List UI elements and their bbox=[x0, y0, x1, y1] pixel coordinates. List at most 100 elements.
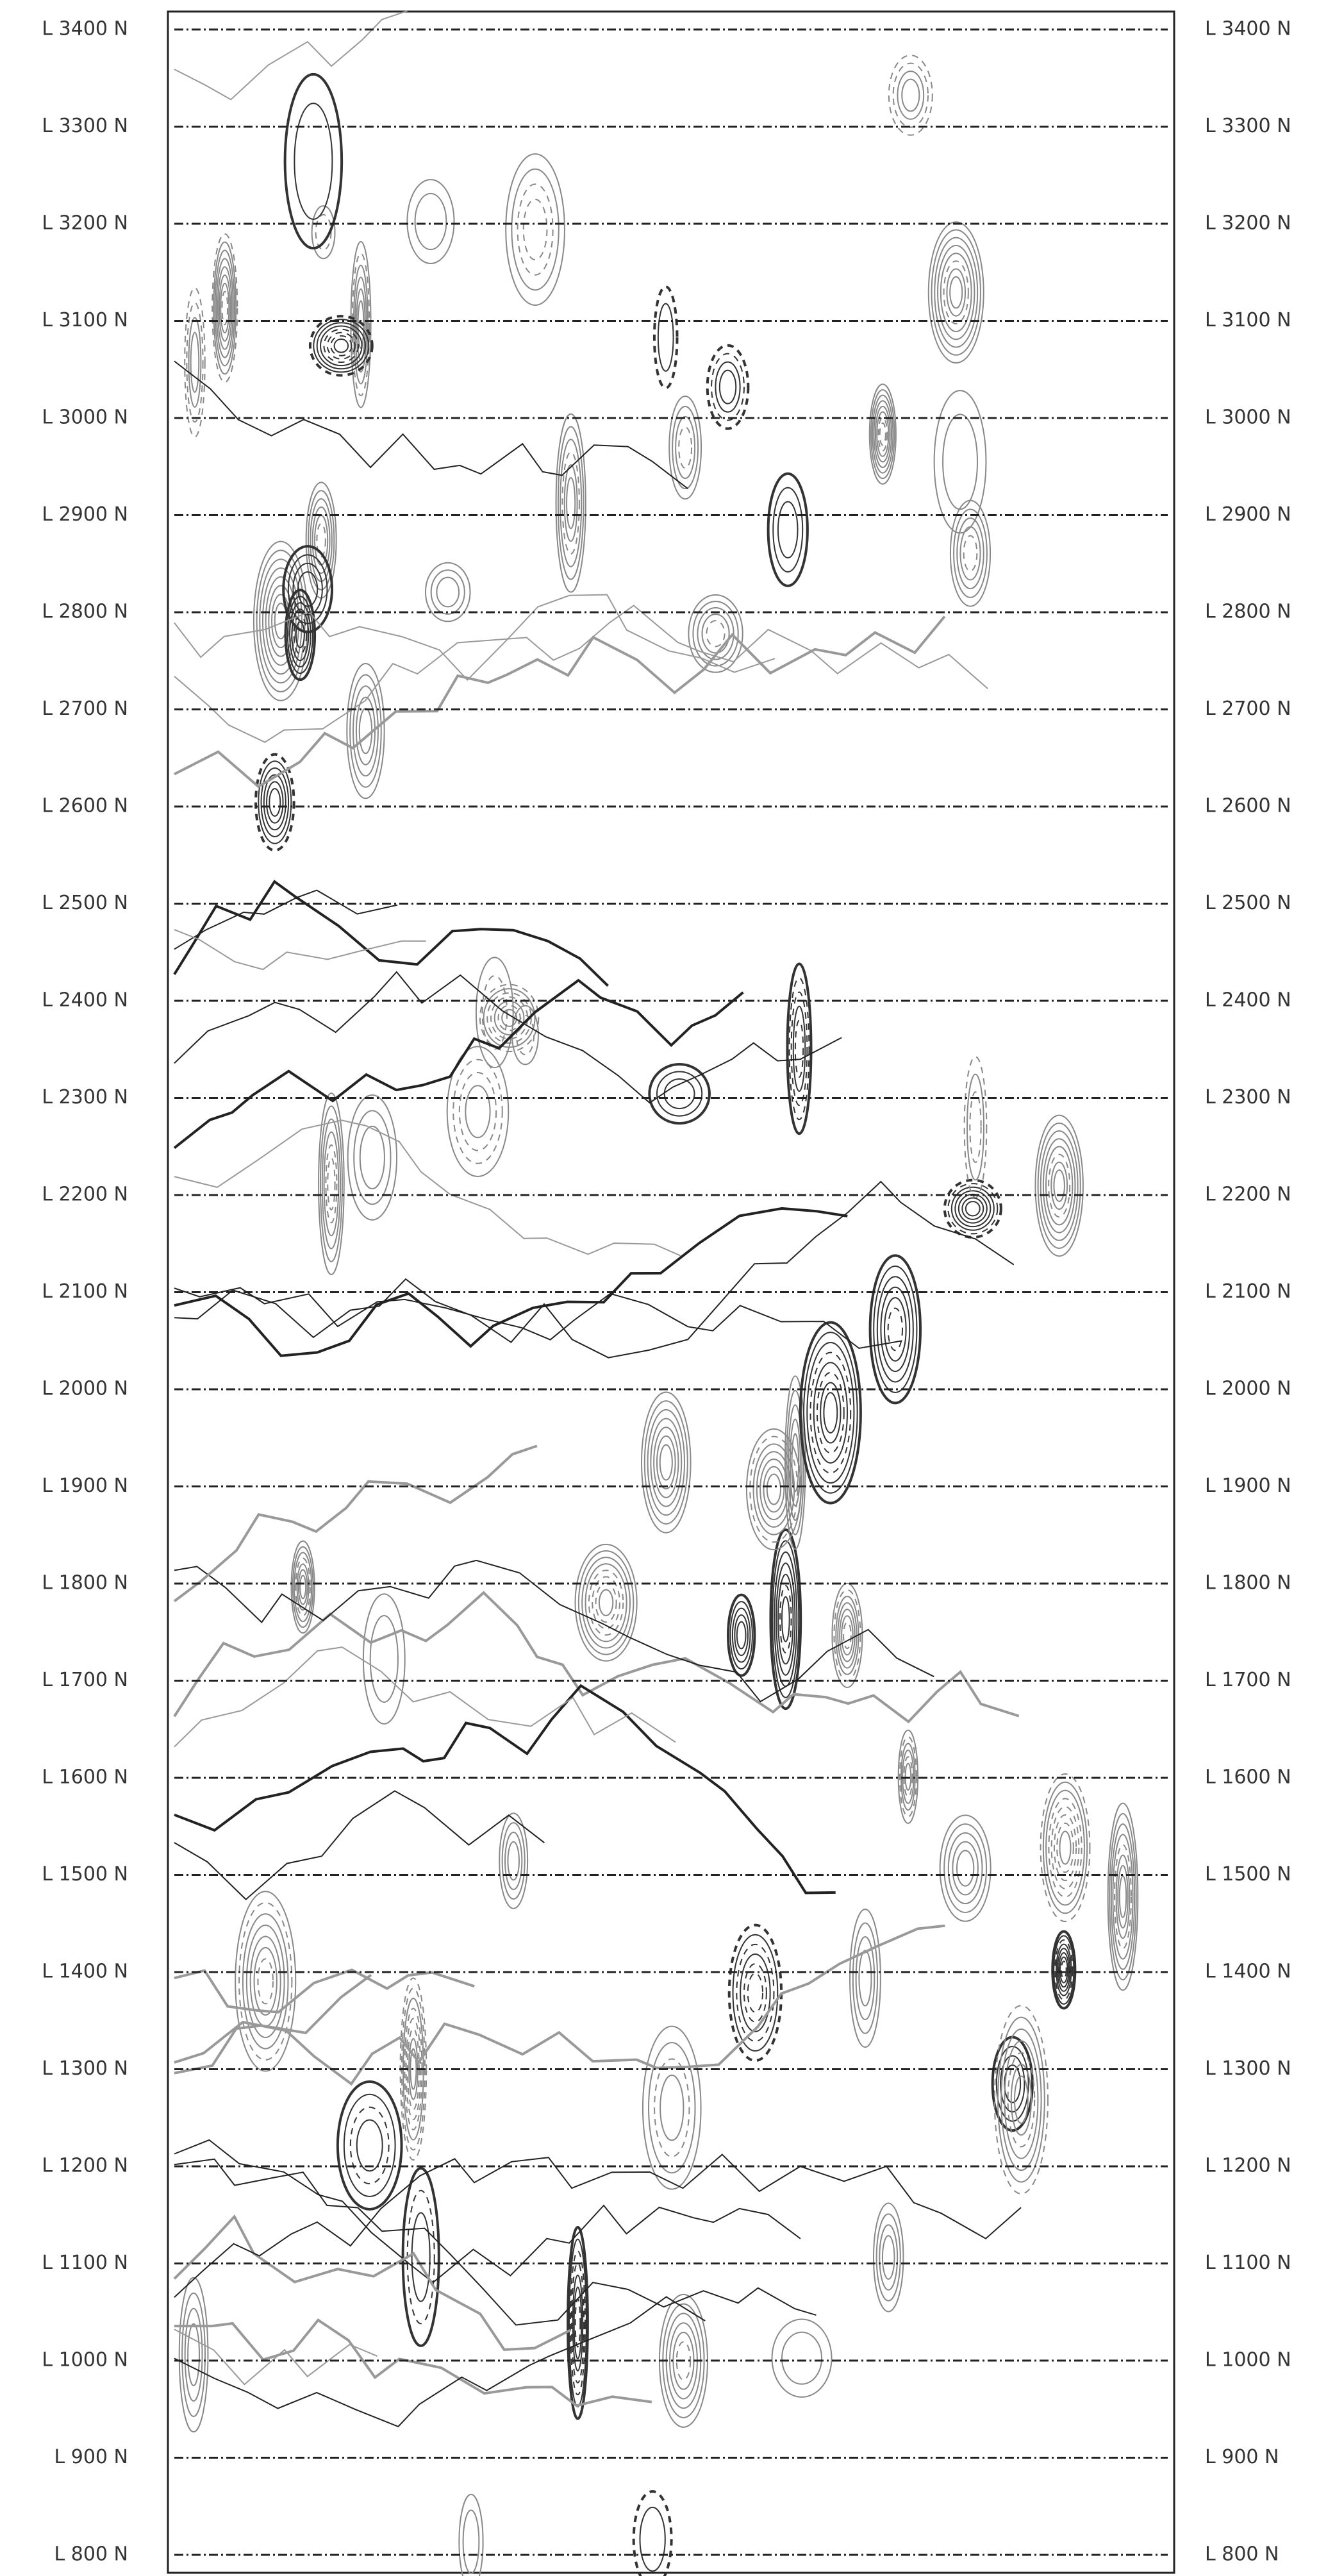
contour bbox=[1050, 1161, 1068, 1210]
contour bbox=[877, 417, 888, 452]
line-label-left: L 1600 N bbox=[42, 1766, 128, 1789]
contour bbox=[307, 490, 335, 590]
contour bbox=[749, 1435, 799, 1543]
contour bbox=[892, 62, 929, 128]
contour bbox=[213, 241, 237, 375]
contour bbox=[747, 1973, 764, 2013]
contour-line bbox=[173, 978, 744, 1150]
contour bbox=[692, 600, 739, 667]
contour bbox=[879, 2224, 899, 2291]
contour bbox=[326, 331, 356, 360]
line-label-right: L 1500 N bbox=[1205, 1863, 1291, 1886]
contour bbox=[875, 2213, 901, 2302]
contour bbox=[870, 389, 895, 480]
contour bbox=[837, 1602, 858, 1669]
contour bbox=[939, 1814, 991, 1922]
contour bbox=[581, 1557, 631, 1649]
contour bbox=[1045, 1789, 1085, 1906]
line-label-right: L 2400 N bbox=[1205, 989, 1291, 1012]
contour bbox=[282, 544, 334, 633]
line-label-right: L 3400 N bbox=[1205, 18, 1291, 40]
contour bbox=[1053, 1935, 1075, 2005]
contour bbox=[414, 192, 447, 251]
contour bbox=[1013, 2075, 1029, 2124]
line-label-right: L 2900 N bbox=[1205, 503, 1291, 526]
contour bbox=[1109, 1812, 1137, 1980]
contour bbox=[641, 1391, 692, 1534]
contour bbox=[362, 1593, 406, 1725]
line-label-left: L 3300 N bbox=[42, 115, 128, 137]
contour bbox=[653, 1426, 679, 1498]
contour bbox=[458, 1071, 497, 1151]
contour bbox=[1040, 1130, 1079, 1241]
contour bbox=[259, 558, 303, 684]
line-label-right: L 1700 N bbox=[1205, 1669, 1291, 1691]
contour bbox=[949, 499, 991, 607]
contour bbox=[356, 2119, 383, 2172]
contour bbox=[771, 2318, 833, 2398]
contour bbox=[678, 426, 693, 469]
contour bbox=[813, 1362, 848, 1464]
contour bbox=[1053, 1169, 1065, 1202]
contour bbox=[424, 562, 471, 623]
contour bbox=[286, 596, 313, 674]
contour-line bbox=[174, 360, 688, 490]
line-label-right: L 2800 N bbox=[1205, 601, 1291, 623]
contour bbox=[325, 1144, 338, 1224]
contour bbox=[323, 328, 360, 364]
contour bbox=[475, 957, 514, 1069]
contour bbox=[963, 535, 978, 572]
contour bbox=[849, 1909, 881, 2048]
line-label-left: L 2300 N bbox=[42, 1086, 128, 1108]
contour bbox=[931, 229, 981, 356]
contour-line bbox=[174, 2154, 1022, 2298]
contour bbox=[767, 472, 809, 587]
contour-line bbox=[174, 2139, 801, 2284]
contour-line bbox=[174, 10, 408, 101]
contour bbox=[947, 1183, 999, 1235]
contour bbox=[1042, 1781, 1088, 1914]
contour bbox=[284, 589, 317, 682]
contour bbox=[902, 1749, 915, 1804]
contour bbox=[320, 325, 363, 367]
contour bbox=[786, 962, 813, 1135]
contour bbox=[933, 390, 987, 534]
contour bbox=[411, 2212, 431, 2302]
contour bbox=[790, 991, 808, 1107]
map-frame bbox=[167, 10, 1175, 2574]
contour bbox=[570, 2262, 585, 2384]
contour-line bbox=[174, 2158, 817, 2326]
contour bbox=[188, 317, 202, 408]
contour bbox=[261, 567, 300, 675]
contour bbox=[323, 1131, 340, 1237]
contour bbox=[452, 1058, 503, 1164]
contour bbox=[353, 264, 369, 385]
contour bbox=[269, 788, 281, 817]
contour-line bbox=[174, 2318, 652, 2407]
contour bbox=[481, 974, 508, 1050]
contour bbox=[776, 1562, 796, 1676]
contour bbox=[1107, 1802, 1139, 1991]
contour bbox=[632, 2490, 673, 2576]
contour bbox=[1048, 1153, 1071, 1218]
contour bbox=[897, 1729, 919, 1824]
contour bbox=[354, 276, 367, 373]
contour bbox=[942, 414, 978, 510]
contour bbox=[843, 1621, 852, 1650]
contour bbox=[346, 663, 385, 799]
contour-line bbox=[173, 1444, 538, 1603]
contours bbox=[173, 10, 1139, 2576]
contour bbox=[855, 1936, 875, 2021]
contour bbox=[299, 1575, 307, 1600]
contour bbox=[1057, 1948, 1071, 1992]
line-label-right: L 1900 N bbox=[1205, 1475, 1291, 1497]
contour bbox=[462, 2509, 480, 2574]
contour bbox=[879, 422, 886, 446]
contour bbox=[639, 2506, 666, 2572]
contour bbox=[872, 394, 894, 474]
contour-line bbox=[174, 1973, 372, 2075]
contour bbox=[759, 1458, 788, 1521]
contour bbox=[406, 179, 455, 264]
contour bbox=[791, 1433, 800, 1493]
contour bbox=[490, 996, 529, 1040]
